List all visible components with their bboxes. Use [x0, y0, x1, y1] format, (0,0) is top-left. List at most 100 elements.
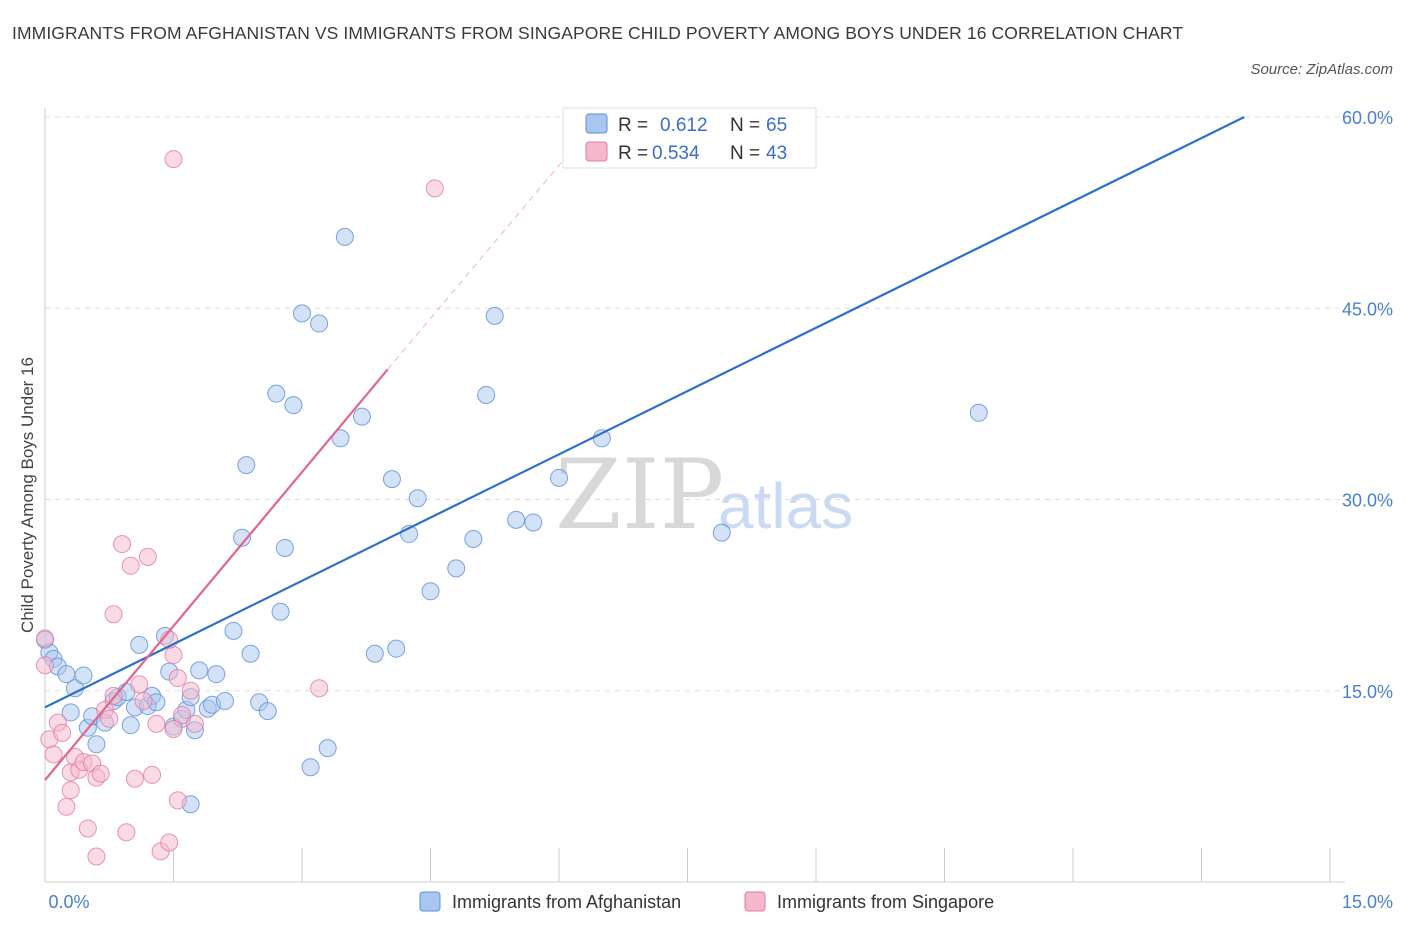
series-legend: Immigrants from Afghanistan Immigrants f… [419, 891, 994, 912]
data-point-singapore [61, 781, 80, 800]
data-point-singapore [181, 681, 200, 700]
data-point-afghanistan [267, 384, 286, 403]
data-point-afghanistan [550, 468, 568, 487]
x-tick-label-max: 15.0% [1342, 892, 1393, 912]
data-point-singapore [168, 791, 187, 810]
legend-swatch-afghanistan [585, 113, 608, 134]
data-point-afghanistan [87, 735, 106, 754]
data-point-singapore [173, 705, 192, 724]
bottom-legend-swatch-singapore [744, 891, 766, 912]
data-point-afghanistan [318, 739, 337, 758]
stats-legend: R = 0.612 N = 65 R = 0.534 N = 43 [562, 107, 817, 169]
data-point-afghanistan [485, 306, 504, 325]
legend-r-value-2: 0.534 [652, 143, 700, 164]
bottom-legend-label-afghanistan: Immigrants from Afghanistan [452, 892, 681, 912]
data-point-singapore [121, 556, 140, 575]
data-point-afghanistan [365, 644, 384, 663]
data-point-afghanistan [130, 635, 149, 654]
data-point-singapore [425, 179, 444, 198]
data-point-singapore [164, 646, 183, 665]
data-point-afghanistan [275, 538, 294, 557]
series-singapore-points [36, 150, 444, 866]
legend-r-value-1: 0.612 [660, 115, 708, 136]
legend-n-value-2: 43 [766, 143, 787, 164]
legend-n-value-1: 65 [766, 115, 787, 136]
watermark-zip: ZIP [555, 439, 724, 551]
data-point-afghanistan [224, 621, 243, 640]
y-tick-label: 45.0% [1342, 299, 1393, 319]
trend-line-singapore-extension [387, 154, 568, 370]
data-point-singapore [125, 769, 144, 788]
trend-line-singapore [44, 368, 389, 781]
data-point-afghanistan [477, 385, 496, 404]
data-point-afghanistan [524, 513, 543, 532]
data-point-afghanistan [421, 582, 440, 601]
data-point-afghanistan [190, 661, 209, 680]
data-point-singapore [310, 679, 329, 698]
series-afghanistan-points [36, 227, 988, 814]
legend-r-label-2: R = [618, 143, 648, 164]
data-point-afghanistan [258, 702, 277, 721]
data-point-singapore [164, 720, 183, 738]
data-point-afghanistan [61, 703, 80, 722]
data-point-afghanistan [301, 758, 320, 777]
data-point-afghanistan [335, 227, 354, 246]
data-point-singapore [138, 547, 157, 566]
data-point-afghanistan [310, 314, 329, 333]
data-point-singapore [44, 745, 63, 764]
x-axis-ticks [44, 848, 1331, 882]
data-point-singapore [87, 847, 106, 866]
data-point-singapore [117, 823, 136, 842]
data-point-afghanistan [271, 602, 290, 621]
data-point-afghanistan [352, 407, 371, 426]
data-point-singapore [36, 656, 54, 675]
data-point-singapore [143, 765, 162, 784]
bottom-legend-label-singapore: Immigrants from Singapore [777, 892, 994, 912]
data-point-singapore [185, 714, 204, 733]
y-tick-label: 60.0% [1342, 108, 1393, 128]
data-point-afghanistan [408, 489, 427, 508]
data-point-singapore [91, 764, 110, 783]
y-tick-label: 15.0% [1342, 682, 1393, 702]
data-point-singapore [113, 535, 132, 554]
data-point-afghanistan [241, 644, 260, 663]
x-tick-label-min: 0.0% [48, 892, 89, 912]
data-point-singapore [134, 691, 153, 710]
data-point-afghanistan [293, 304, 311, 323]
data-point-afghanistan [215, 691, 234, 710]
trend-lines [44, 116, 1245, 781]
data-point-afghanistan [464, 530, 483, 549]
data-point-afghanistan [233, 528, 252, 547]
data-point-afghanistan [507, 510, 526, 529]
data-point-singapore [104, 605, 123, 624]
data-point-singapore [53, 723, 72, 742]
data-point-afghanistan [207, 665, 226, 684]
legend-n-label-2: N = [730, 143, 760, 164]
y-tick-label: 30.0% [1342, 491, 1393, 511]
data-point-singapore [57, 797, 76, 816]
legend-swatch-singapore [585, 141, 608, 162]
data-point-singapore [168, 669, 187, 687]
data-point-singapore [130, 675, 149, 694]
gridlines [45, 116, 1345, 692]
watermark-atlas: atlas [718, 470, 853, 542]
data-point-singapore [160, 833, 179, 852]
data-point-afghanistan [74, 666, 93, 685]
data-point-afghanistan [387, 639, 406, 658]
data-point-singapore [164, 150, 183, 169]
data-point-afghanistan [382, 470, 401, 489]
y-axis-label: Child Poverty Among Boys Under 16 [18, 357, 37, 633]
bottom-legend-swatch-afghanistan [419, 891, 441, 912]
data-point-afghanistan [121, 716, 140, 735]
data-point-afghanistan [331, 429, 350, 448]
data-point-singapore [147, 714, 166, 733]
data-point-afghanistan [969, 403, 988, 422]
data-point-singapore [78, 819, 97, 838]
data-point-singapore [36, 629, 54, 648]
data-point-afghanistan [284, 396, 303, 415]
trend-line-afghanistan [44, 116, 1245, 709]
source-label: Source: ZipAtlas.com [1250, 61, 1393, 78]
data-point-afghanistan [447, 559, 466, 578]
chart-title: IMMIGRANTS FROM AFGHANISTAN VS IMMIGRANT… [12, 23, 1184, 43]
